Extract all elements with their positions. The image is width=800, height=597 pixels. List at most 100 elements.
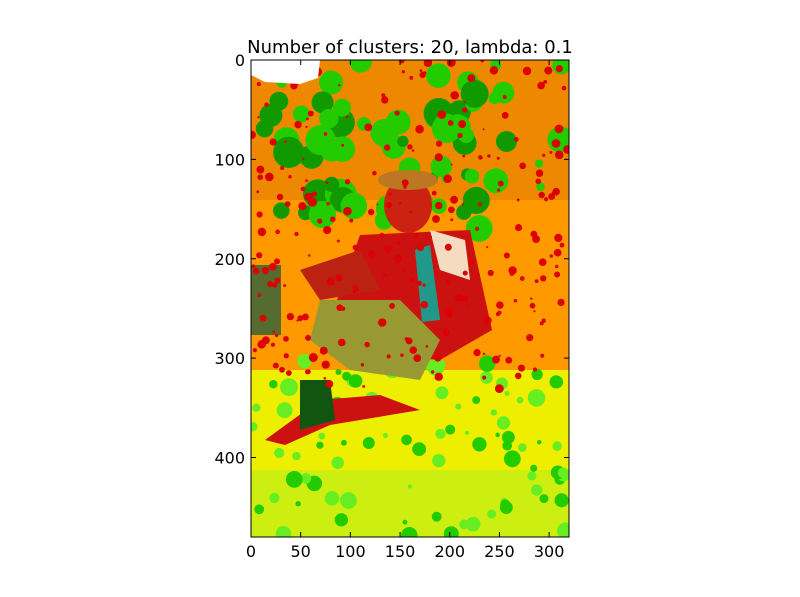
red-speckle (401, 70, 406, 74)
red-speckle (415, 125, 424, 134)
red-speckle (326, 201, 330, 206)
red-speckle (480, 60, 484, 63)
foliage-patch (495, 131, 517, 152)
foliage-patch (319, 108, 339, 129)
red-speckle (417, 244, 424, 252)
foliage-patch (259, 103, 283, 127)
red-speckle (482, 375, 487, 380)
red-speckle (261, 336, 270, 345)
red-speckle (526, 334, 534, 342)
y-tick-label: 100 (214, 150, 245, 169)
grass-patch (487, 509, 497, 519)
red-speckle (450, 218, 454, 222)
red-speckle (376, 203, 379, 206)
red-speckles (251, 60, 569, 394)
red-speckle (349, 218, 354, 223)
red-speckle (463, 100, 466, 104)
red-speckle (384, 144, 391, 151)
red-speckle (276, 193, 284, 201)
grass-patch (318, 432, 326, 440)
red-speckle (345, 115, 349, 119)
red-speckle (352, 244, 359, 251)
grass-patch (335, 369, 342, 376)
red-speckle (272, 282, 278, 288)
red-speckle (522, 66, 532, 76)
grass-patch (490, 409, 497, 416)
red-speckle (417, 280, 422, 286)
red-speckle (540, 353, 545, 358)
grass-patch (435, 386, 449, 400)
red-speckle (505, 356, 513, 364)
foliage-patch (329, 136, 356, 162)
red-speckle (402, 268, 406, 273)
red-speckle (394, 254, 402, 263)
red-speckle (544, 66, 553, 75)
foliage-patch (292, 105, 310, 123)
red-speckle (455, 294, 463, 302)
red-speckle (445, 279, 451, 286)
red-speckle (514, 372, 522, 380)
foliage-patch (552, 60, 569, 75)
person-leg (265, 395, 420, 445)
red-speckle (434, 201, 443, 210)
person-figure (265, 170, 492, 445)
grass-patch (472, 437, 487, 452)
red-speckle (404, 337, 409, 341)
grass-patch (254, 504, 265, 515)
red-speckle (261, 266, 270, 275)
red-speckle (267, 281, 274, 288)
red-speckle (434, 153, 443, 162)
red-speckle (431, 190, 437, 196)
grass-patch (324, 490, 340, 506)
red-speckle (336, 239, 340, 243)
red-speckle (513, 298, 518, 303)
grass-patch (472, 396, 481, 404)
left-dark-region (251, 265, 281, 335)
foliage-patch (376, 129, 386, 138)
red-speckle (496, 156, 500, 160)
grass-patch (503, 450, 521, 468)
grass-patch (455, 403, 462, 410)
red-speckle (364, 341, 370, 348)
red-speckle (362, 384, 366, 388)
red-speckle (407, 144, 413, 150)
red-speckle (257, 227, 267, 237)
y-tick-label: 200 (214, 250, 245, 269)
red-speckle (294, 120, 302, 129)
red-speckle (515, 224, 523, 232)
foliage-patch (535, 159, 544, 168)
red-speckle (497, 180, 504, 187)
red-speckle (352, 285, 359, 292)
foliage-patch (323, 176, 340, 193)
red-speckle (341, 143, 345, 147)
grass-patch (480, 371, 493, 384)
red-speckle (367, 208, 375, 216)
red-speckle (296, 319, 299, 322)
red-speckle (285, 370, 292, 376)
red-speckle (256, 190, 260, 194)
red-speckle (343, 206, 352, 216)
red-speckle (516, 198, 520, 202)
grass-patch (362, 436, 375, 449)
red-speckle (541, 318, 546, 323)
red-speckle (553, 248, 562, 257)
red-speckle (538, 191, 545, 199)
red-speckle (554, 271, 561, 278)
grass-patch (552, 441, 562, 451)
red-speckle (330, 216, 336, 222)
red-speckle (372, 170, 377, 176)
red-speckle (272, 330, 276, 334)
grass-patch (432, 454, 446, 468)
red-speckle (419, 69, 423, 73)
red-speckle (311, 191, 318, 197)
red-speckle (462, 107, 468, 113)
foliage-patch (333, 98, 352, 117)
person-hat (378, 170, 438, 190)
red-speckle (275, 229, 280, 235)
red-speckle (409, 75, 414, 80)
red-speckle (555, 65, 563, 73)
red-speckle (458, 120, 467, 129)
red-speckle (384, 245, 392, 253)
red-speckle (420, 301, 428, 309)
red-speckle (559, 242, 565, 248)
